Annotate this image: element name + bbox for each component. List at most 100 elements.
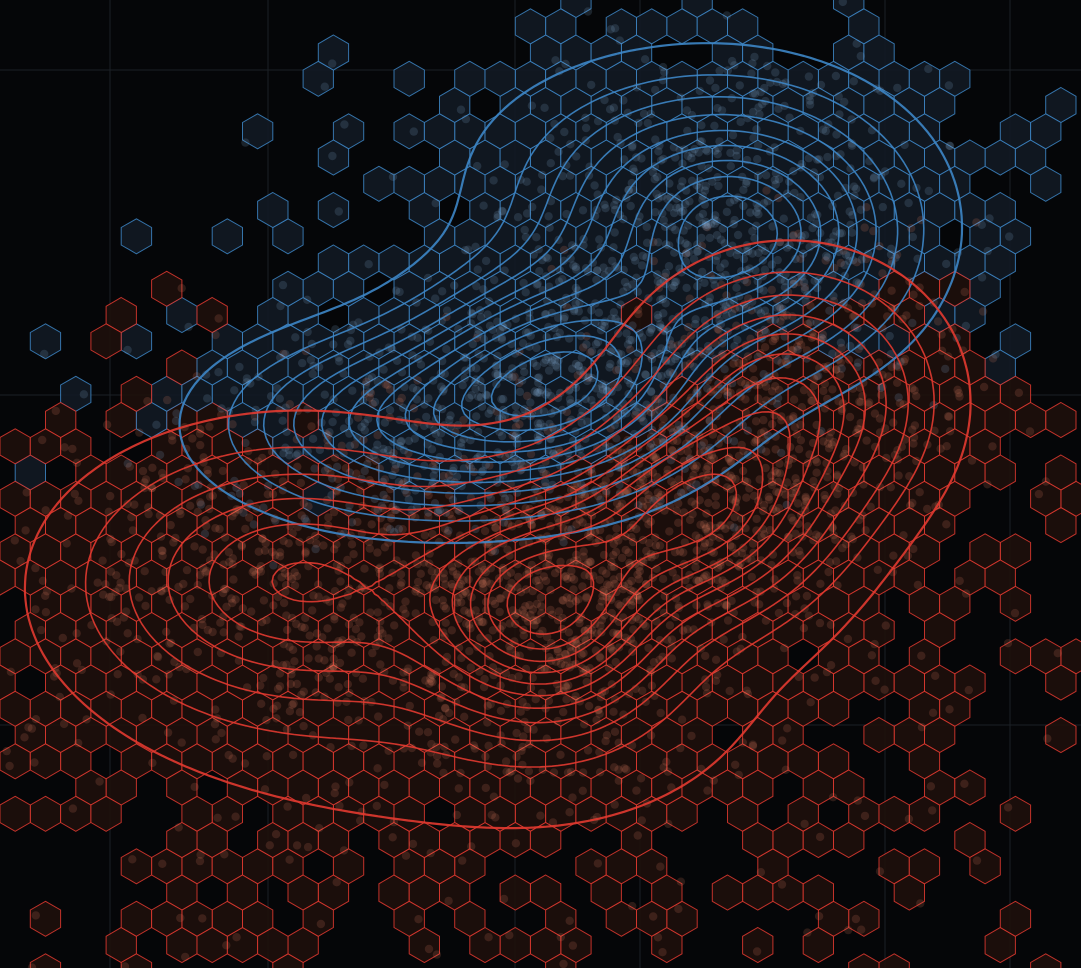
- scatter-point: [345, 441, 355, 450]
- scatter-point: [307, 422, 316, 431]
- scatter-point: [225, 557, 234, 567]
- scatter-point: [309, 591, 318, 600]
- scatter-point: [308, 731, 318, 740]
- scatter-point: [228, 420, 237, 429]
- scatter-point: [5, 761, 14, 771]
- scatter-point: [292, 841, 302, 850]
- scatter-point: [875, 414, 885, 423]
- scatter-point: [748, 89, 758, 98]
- scatter-point: [972, 856, 982, 865]
- scatter-point: [582, 340, 591, 349]
- scatter-point: [241, 524, 250, 534]
- scatter-point: [163, 395, 172, 405]
- scatter-point: [31, 563, 40, 573]
- scatter-point: [674, 518, 683, 527]
- scatter-point: [559, 959, 568, 968]
- scatter-point: [749, 107, 758, 117]
- scatter-point: [554, 607, 564, 616]
- scatter-point: [871, 676, 880, 685]
- scatter-point: [815, 832, 825, 842]
- scatter-point: [928, 806, 937, 815]
- scatter-point: [983, 246, 992, 256]
- scatter-point: [528, 673, 537, 683]
- scatter-point: [511, 839, 521, 848]
- scatter-point: [757, 243, 767, 252]
- scatter-point: [262, 752, 271, 761]
- scatter-point: [449, 669, 458, 679]
- scatter-point: [360, 564, 369, 573]
- scatter-point: [667, 635, 677, 644]
- scatter-point: [311, 544, 320, 554]
- scatter-point: [239, 481, 248, 490]
- scatter-point: [328, 151, 337, 161]
- scatter-point: [331, 325, 340, 334]
- scatter-point: [158, 859, 167, 868]
- scatter-point: [505, 931, 514, 940]
- scatter-point: [222, 602, 231, 611]
- scatter-point: [800, 819, 809, 829]
- scatter-point: [409, 127, 418, 136]
- scatter-point: [597, 628, 606, 637]
- scatter-point: [669, 143, 679, 152]
- scatter-point: [691, 563, 700, 572]
- scatter-point: [177, 284, 186, 293]
- scatter-point: [546, 134, 555, 143]
- scatter-point: [944, 81, 954, 90]
- scatter-point: [123, 629, 132, 638]
- scatter-point: [336, 577, 345, 586]
- scatter-point: [196, 850, 205, 859]
- scatter-point: [701, 682, 711, 692]
- scatter-point: [742, 686, 751, 695]
- scatter-point: [325, 428, 334, 437]
- scatter-point: [704, 498, 713, 508]
- scatter-point: [188, 434, 197, 443]
- scatter-point: [360, 419, 369, 428]
- scatter-point: [634, 501, 643, 510]
- scatter-point: [404, 664, 413, 673]
- scatter-point: [495, 607, 504, 617]
- scatter-point: [279, 449, 288, 458]
- scatter-point: [718, 224, 727, 233]
- scatter-point: [489, 792, 499, 801]
- scatter-point: [610, 562, 619, 572]
- scatter-point: [334, 683, 343, 692]
- scatter-point: [749, 491, 759, 500]
- scatter-point: [447, 626, 456, 635]
- scatter-point: [401, 851, 411, 860]
- scatter-point: [484, 409, 493, 418]
- scatter-point: [431, 199, 440, 208]
- scatter-point: [732, 151, 741, 161]
- scatter-point: [796, 436, 806, 445]
- scatter-point: [592, 266, 602, 275]
- scatter-point: [144, 509, 153, 519]
- scatter-point: [773, 255, 782, 265]
- scatter-point: [716, 235, 726, 244]
- scatter-point: [853, 424, 862, 434]
- scatter-point: [917, 651, 926, 660]
- scatter-point: [964, 685, 973, 695]
- scatter-point: [536, 593, 546, 602]
- scatter-point: [667, 654, 676, 663]
- scatter-point: [610, 800, 619, 809]
- scatter-point: [578, 768, 588, 777]
- scatter-point: [893, 378, 902, 387]
- scatter-point: [396, 570, 406, 579]
- scatter-point: [262, 616, 271, 625]
- scatter-point: [465, 620, 474, 629]
- scatter-point: [510, 432, 520, 441]
- scatter-point: [806, 698, 815, 707]
- scatter-point: [385, 584, 394, 593]
- scatter-point: [649, 256, 658, 266]
- scatter-point: [808, 223, 817, 233]
- scatter-point: [30, 758, 39, 767]
- scatter-point: [456, 105, 466, 114]
- scatter-point: [256, 681, 265, 690]
- scatter-point: [291, 333, 300, 342]
- scatter-point: [649, 912, 658, 921]
- scatter-point: [857, 925, 866, 934]
- scatter-point: [41, 506, 50, 515]
- scatter-point: [617, 553, 627, 563]
- scatter-point: [214, 314, 223, 323]
- scatter-point: [477, 402, 487, 411]
- scatter-point: [106, 567, 116, 576]
